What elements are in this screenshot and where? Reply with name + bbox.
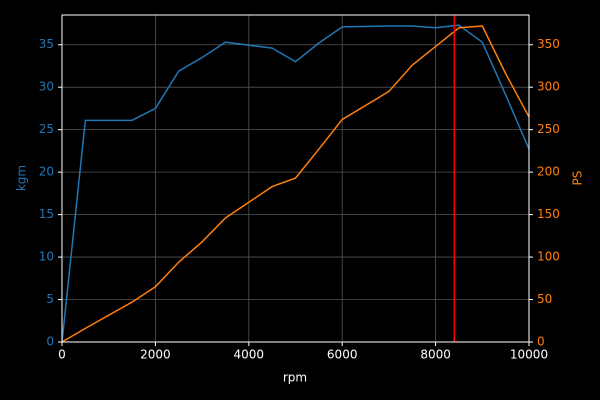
- y2-tick-label: 0: [537, 335, 545, 349]
- y-tick-label: 5: [46, 292, 54, 306]
- y2-tick-label: 300: [537, 80, 560, 94]
- series-line: [61, 24, 530, 343]
- y2-tick-label: 250: [537, 122, 560, 136]
- y-tick-label: 0: [46, 335, 54, 349]
- x-tick-label: 6000: [327, 348, 358, 362]
- y2-tick-label: 100: [537, 250, 560, 264]
- y2-tick-label: 200: [537, 165, 560, 179]
- y-tick-label: 30: [39, 80, 54, 94]
- y-axis-label: kgm: [15, 165, 29, 191]
- x-tick-label: 4000: [234, 348, 265, 362]
- y-tick-label: 20: [39, 165, 54, 179]
- y2-axis-label: PS: [571, 171, 585, 186]
- x-tick-label: 8000: [420, 348, 451, 362]
- y-tick-label: 15: [39, 207, 54, 221]
- x-tick-label: 0: [58, 348, 66, 362]
- series-line: [61, 25, 530, 343]
- plot-frame: [61, 14, 530, 343]
- y-tick-label: 35: [39, 37, 54, 51]
- y2-tick-label: 50: [537, 292, 552, 306]
- y2-tick-label: 350: [537, 37, 560, 51]
- x-axis-label: rpm: [283, 371, 307, 385]
- x-tick-label: 10000: [510, 348, 548, 362]
- y-tick-label: 25: [39, 122, 54, 136]
- y2-tick-label: 150: [537, 207, 560, 221]
- y-tick-label: 10: [39, 250, 54, 264]
- x-tick-label: 2000: [140, 348, 171, 362]
